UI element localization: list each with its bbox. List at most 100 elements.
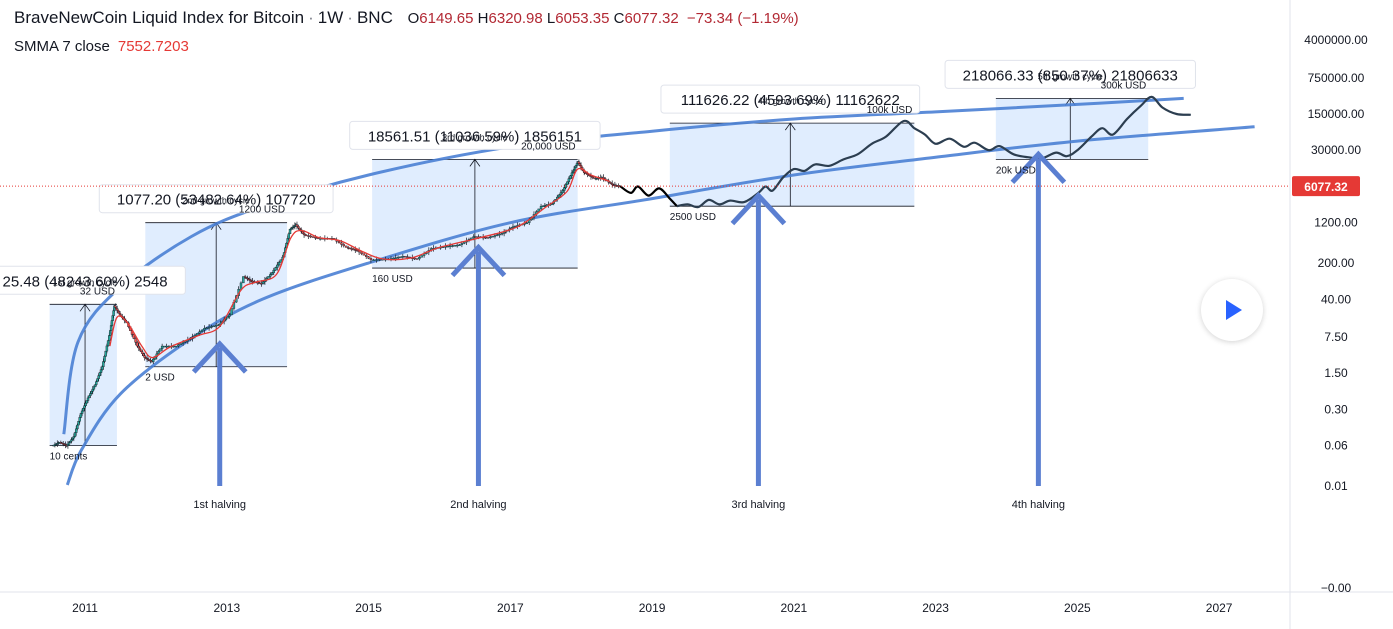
measure-callout-text: 1077.20 (53482.64%) 107720 <box>117 192 316 209</box>
time-tick-label: 2013 <box>213 601 240 615</box>
box-bottom-label: 10 cents <box>50 452 88 463</box>
candle <box>142 353 145 356</box>
candle <box>420 255 423 258</box>
measure-arrowhead <box>79 303 91 312</box>
high-value: 6320.98 <box>488 10 543 27</box>
measure-arrowhead <box>784 122 796 131</box>
candle <box>99 369 103 373</box>
candle <box>460 243 464 245</box>
measure-callout-text: 25.48 (48243.60%) 2548 <box>2 273 167 290</box>
candle <box>396 256 400 259</box>
candle <box>272 269 275 273</box>
halving-arrow-head <box>450 243 507 278</box>
candle <box>584 172 587 175</box>
measure-callout-box <box>660 84 921 114</box>
lower-channel-line <box>65 125 1255 486</box>
candle <box>70 439 73 442</box>
box-bottom-label: 20k USD <box>996 165 1036 176</box>
cycle-label: 3rd growth cycle <box>442 132 508 142</box>
price-tick-label: −0.00 <box>1321 581 1352 595</box>
halving-arrow-head <box>191 340 248 374</box>
cycle-label: 5th growth cycle <box>1038 71 1103 81</box>
candle <box>141 351 144 354</box>
halving-arrow-head <box>1010 150 1067 185</box>
candle <box>277 262 281 266</box>
candle <box>74 428 78 433</box>
candle <box>106 340 110 347</box>
candle <box>97 375 100 379</box>
measure-callout-text: 111626.22 (4593.69%) 11162622 <box>681 92 900 109</box>
time-tick-label: 2025 <box>1064 601 1091 615</box>
candle <box>270 272 274 275</box>
candle <box>302 232 306 236</box>
time-tick-label: 2027 <box>1206 601 1233 615</box>
candle <box>455 244 459 247</box>
candle <box>413 257 416 260</box>
candle <box>570 172 574 176</box>
candle <box>484 237 487 239</box>
measure-callout-box <box>944 59 1196 89</box>
symbol-name[interactable]: BraveNewCoin Liquid Index for Bitcoin <box>14 8 305 27</box>
candle <box>163 345 166 348</box>
indicator-value: 7552.7203 <box>117 38 189 55</box>
box-fill <box>49 304 117 446</box>
interval-label[interactable]: 1W <box>317 8 344 27</box>
candle <box>80 410 84 414</box>
time-tick-label: 2019 <box>639 601 666 615</box>
play-icon <box>1226 300 1242 320</box>
candle <box>105 345 109 352</box>
projection-line-near <box>619 185 678 207</box>
measure-arrowhead <box>1064 97 1076 106</box>
candle <box>496 234 499 236</box>
time-axis: 2011 2013 2015 2017 2019 2021 2023 2025 2027 <box>72 601 1233 615</box>
chart-header: BraveNewCoin Liquid Index for Bitcoin · 1W… <box>14 8 799 28</box>
price-tick-label: 30000.00 <box>1311 143 1361 157</box>
candle <box>100 366 104 370</box>
candle <box>372 259 375 261</box>
candle <box>559 192 563 196</box>
candle <box>242 276 245 284</box>
candle <box>85 400 89 404</box>
indicator-legend[interactable]: SMMA 7 close 7552.7203 <box>14 38 189 55</box>
halving-3: 3rd halving <box>730 191 787 511</box>
candle <box>136 342 139 347</box>
price-tick-label: 4000000.00 <box>1304 33 1368 47</box>
candle <box>86 397 90 401</box>
candle <box>92 386 96 390</box>
candle <box>210 326 213 328</box>
candle <box>602 177 605 179</box>
candle <box>314 236 317 239</box>
candle <box>493 235 497 237</box>
candle <box>214 325 218 327</box>
price-tick-label: 0.30 <box>1324 402 1348 416</box>
candle <box>342 244 345 247</box>
candle <box>295 224 299 227</box>
candle <box>137 345 141 349</box>
halving-2: 2nd halving <box>450 243 507 511</box>
candle <box>394 257 397 259</box>
price-tick-label: 1200.00 <box>1314 216 1358 230</box>
candle <box>157 351 160 355</box>
measure-callout-box <box>0 265 186 295</box>
candle <box>451 245 454 247</box>
candle <box>511 226 515 229</box>
candle <box>116 310 120 313</box>
candle <box>267 276 270 279</box>
candle <box>102 361 105 367</box>
cycle-label: 2nd growth cycle <box>182 196 250 206</box>
candle <box>301 231 304 234</box>
candle <box>573 167 577 170</box>
candle <box>95 381 98 385</box>
candle <box>181 342 185 344</box>
candle <box>276 264 279 268</box>
halving-4: 4th halving <box>1010 150 1067 511</box>
candle <box>279 259 283 263</box>
play-button[interactable] <box>1201 279 1263 341</box>
candle <box>474 236 478 238</box>
candle <box>569 175 572 179</box>
cycle-label: 1st growth cycle <box>53 277 118 287</box>
